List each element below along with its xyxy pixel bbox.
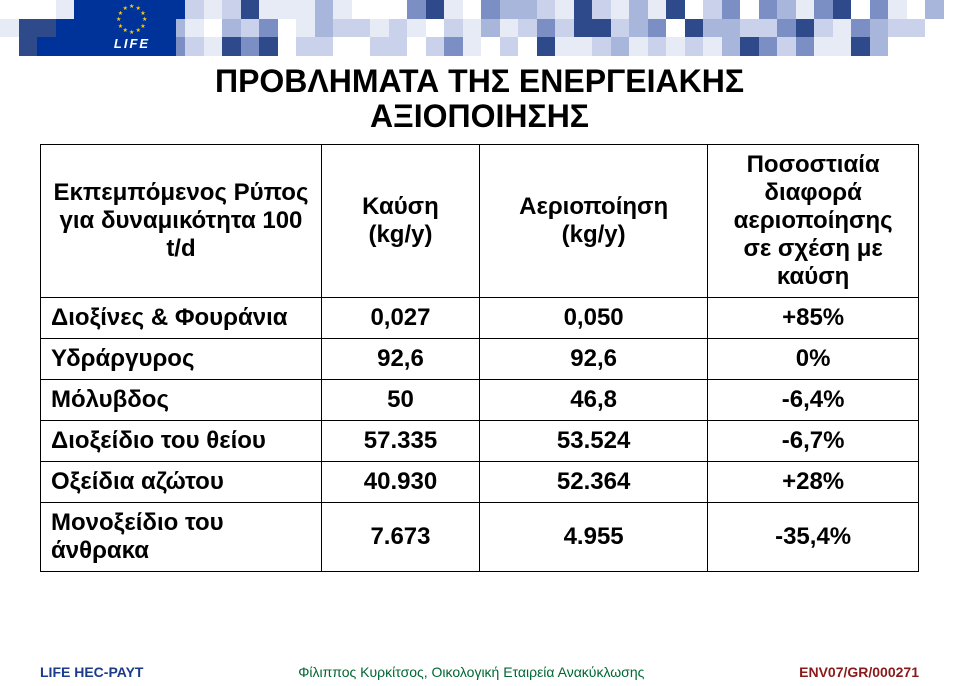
row-label: Μόλυβδος [41, 380, 322, 421]
emissions-table: Εκπεμπόμενος Ρύπος για δυναμικότητα 100 … [40, 144, 919, 572]
cell-value: +85% [708, 298, 919, 339]
eu-stars-icon: ★★★★★★★★★★★★ [112, 5, 152, 35]
cell-value: -6,7% [708, 421, 919, 462]
slide-title-line1: ΠΡΟΒΛΗΜΑΤΑ ΤΗΣ ΕΝΕΡΓΕΙΑΚΗΣ [215, 63, 744, 99]
footer-right: ENV07/GR/000271 [799, 664, 919, 680]
row-label: Οξείδια αζώτου [41, 462, 322, 503]
cell-value: -6,4% [708, 380, 919, 421]
col-header-combustion: Καύση (kg/y) [321, 145, 479, 298]
footer-center: Φίλιππος Κυρκίτσος, Οικολογική Εταιρεία … [298, 664, 644, 680]
cell-value: 0,050 [479, 298, 707, 339]
table-row: Μονοξείδιο του άνθρακα 7.673 4.955 -35,4… [41, 503, 919, 572]
footer-left: LIFE HEC-PAYT [40, 664, 143, 680]
cell-value: 7.673 [321, 503, 479, 572]
table-row: Υδράργυρος 92,6 92,6 0% [41, 339, 919, 380]
cell-value: 50 [321, 380, 479, 421]
cell-value: 52.364 [479, 462, 707, 503]
life-flag-text: LIFE [114, 36, 150, 51]
col-header-gasification: Αεριοποίηση (kg/y) [479, 145, 707, 298]
slide-content: ΠΡΟΒΛΗΜΑΤΑ ΤΗΣ ΕΝΕΡΓΕΙΑΚΗΣ ΑΞΙΟΠΟΙΗΣΗΣ Ε… [0, 60, 959, 656]
cell-value: 57.335 [321, 421, 479, 462]
cell-value: 92,6 [321, 339, 479, 380]
cell-value: 46,8 [479, 380, 707, 421]
table-row: Οξείδια αζώτου 40.930 52.364 +28% [41, 462, 919, 503]
table-row: Διοξείδιο του θείου 57.335 53.524 -6,7% [41, 421, 919, 462]
cell-value: 53.524 [479, 421, 707, 462]
slide-footer: LIFE HEC-PAYT Φίλιππος Κυρκίτσος, Οικολο… [40, 664, 919, 680]
col-header-pollutant: Εκπεμπόμενος Ρύπος για δυναμικότητα 100 … [41, 145, 322, 298]
row-label: Υδράργυρος [41, 339, 322, 380]
cell-value: +28% [708, 462, 919, 503]
row-label: Διοξείδιο του θείου [41, 421, 322, 462]
table-header-row: Εκπεμπόμενος Ρύπος για δυναμικότητα 100 … [41, 145, 919, 298]
slide-title: ΠΡΟΒΛΗΜΑΤΑ ΤΗΣ ΕΝΕΡΓΕΙΑΚΗΣ ΑΞΙΟΠΟΙΗΣΗΣ [40, 64, 919, 134]
cell-value: 92,6 [479, 339, 707, 380]
cell-value: 0% [708, 339, 919, 380]
cell-value: 0,027 [321, 298, 479, 339]
row-label: Μονοξείδιο του άνθρακα [41, 503, 322, 572]
row-label: Διοξίνες & Φουράνια [41, 298, 322, 339]
life-flag-logo: ★★★★★★★★★★★★ LIFE [88, 0, 176, 56]
cell-value: 40.930 [321, 462, 479, 503]
cell-value: -35,4% [708, 503, 919, 572]
col-header-diff: Ποσοστιαία διαφορά αεριοποίησης σε σχέση… [708, 145, 919, 298]
table-row: Διοξίνες & Φουράνια 0,027 0,050 +85% [41, 298, 919, 339]
cell-value: 4.955 [479, 503, 707, 572]
slide-title-line2: ΑΞΙΟΠΟΙΗΣΗΣ [370, 98, 589, 134]
table-row: Μόλυβδος 50 46,8 -6,4% [41, 380, 919, 421]
